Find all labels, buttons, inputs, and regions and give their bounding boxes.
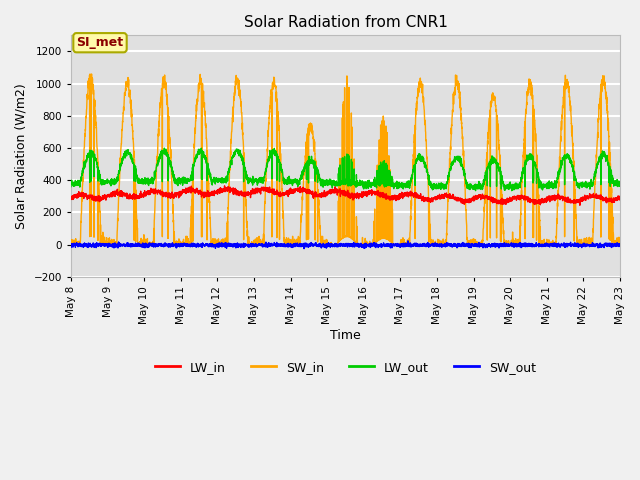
LW_out <box>399 182 407 188</box>
LW_out <box>409 169 417 175</box>
Line: LW_out: LW_out <box>71 148 620 191</box>
SW_in <box>616 240 624 246</box>
Y-axis label: Solar Radiation (W/m2): Solar Radiation (W/m2) <box>15 83 28 229</box>
SW_in <box>67 240 75 246</box>
SW_out <box>185 241 193 247</box>
Legend: LW_in, SW_in, LW_out, SW_out: LW_in, SW_in, LW_out, SW_out <box>150 356 541 379</box>
LW_out <box>616 179 624 184</box>
LW_out <box>161 145 168 151</box>
SW_in <box>399 235 407 241</box>
LW_out <box>616 180 624 186</box>
Line: SW_in: SW_in <box>71 74 620 245</box>
X-axis label: Time: Time <box>330 329 361 342</box>
LW_out <box>221 178 228 184</box>
LW_out <box>564 152 572 157</box>
SW_in <box>185 239 193 244</box>
LW_in <box>221 183 228 189</box>
SW_out <box>404 238 412 244</box>
SW_out <box>564 243 572 249</box>
SW_in <box>409 165 417 170</box>
LW_in <box>616 194 624 200</box>
SW_out <box>399 240 407 246</box>
LW_out <box>185 179 193 184</box>
LW_in <box>399 192 407 197</box>
SW_out <box>67 244 75 250</box>
LW_in <box>564 194 572 200</box>
LW_in <box>616 195 624 201</box>
LW_in <box>67 194 75 200</box>
SW_in <box>86 71 94 77</box>
Title: Solar Radiation from CNR1: Solar Radiation from CNR1 <box>244 15 447 30</box>
LW_out <box>67 184 75 190</box>
LW_in <box>185 187 193 193</box>
LW_in <box>409 192 417 198</box>
SW_out <box>300 246 308 252</box>
LW_in <box>576 203 584 208</box>
SW_out <box>616 243 624 249</box>
SW_in <box>67 242 75 248</box>
SW_in <box>221 240 228 245</box>
SW_in <box>616 242 624 248</box>
Text: SI_met: SI_met <box>76 36 124 49</box>
SW_in <box>564 79 572 84</box>
Line: SW_out: SW_out <box>71 241 620 249</box>
SW_out <box>409 243 417 249</box>
LW_out <box>508 188 516 193</box>
SW_out <box>616 243 624 249</box>
Line: LW_in: LW_in <box>71 186 620 205</box>
LW_in <box>220 186 228 192</box>
SW_out <box>220 243 228 249</box>
